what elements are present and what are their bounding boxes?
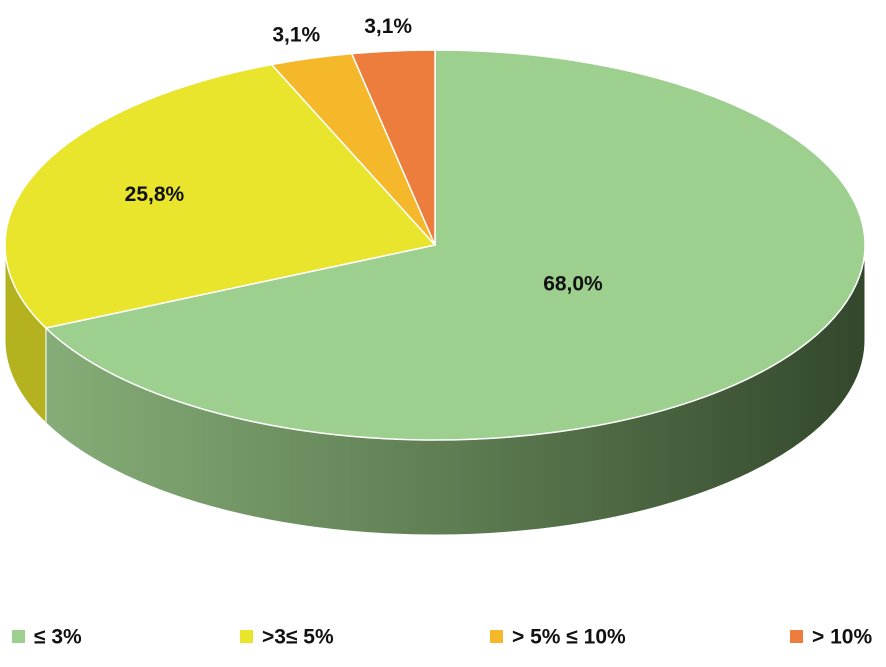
legend-marker: [240, 630, 253, 643]
legend-label: >3≤ 5%: [262, 626, 334, 649]
data-label: 25,8%: [125, 183, 185, 206]
legend-marker: [490, 630, 503, 643]
data-label: 3,1%: [364, 15, 412, 38]
legend-label: > 10%: [812, 626, 872, 649]
legend-marker: [790, 630, 803, 643]
legend-marker: [12, 630, 25, 643]
data-label: 68,0%: [543, 272, 603, 295]
legend-label: > 5% ≤ 10%: [512, 626, 626, 649]
slice: [44, 49, 866, 441]
slice: [350, 49, 436, 246]
data-label: 3,1%: [272, 23, 320, 46]
slice: [4, 63, 437, 329]
legend-label: ≤ 3%: [34, 626, 82, 649]
